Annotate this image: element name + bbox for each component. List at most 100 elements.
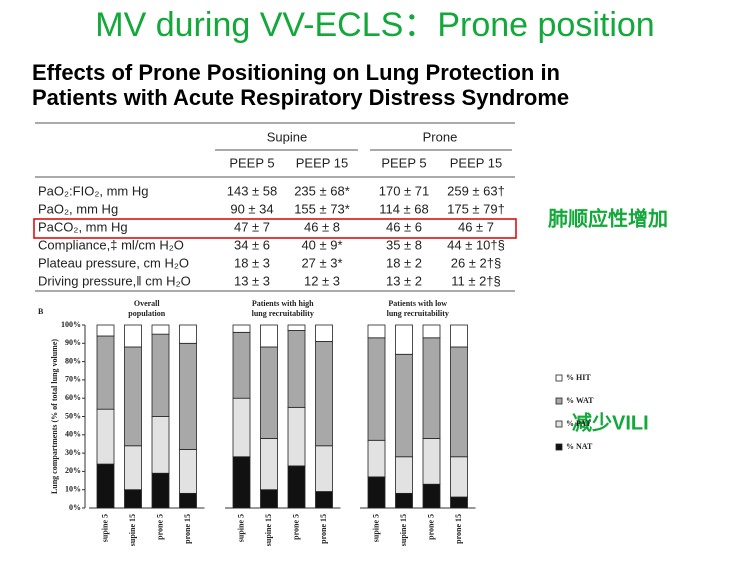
table-cell: 35 ± 8 (386, 237, 422, 252)
bar-segment (124, 324, 142, 348)
group-title: lung recruitability (252, 309, 314, 318)
table-cell: 27 ± 3* (301, 255, 342, 270)
group-title: Patients with high (252, 299, 314, 308)
table-column-header: PEEP 5 (381, 155, 426, 170)
table-cell: 235 ± 68* (294, 183, 350, 198)
bar-segment (422, 324, 441, 339)
y-tick-label: 70% (65, 375, 81, 384)
table-row-label: Compliance,‡ ml/cm H₂O (38, 237, 184, 252)
table-row-label: Plateau pressure, cm H₂O (38, 255, 189, 270)
table-row-label: Driving pressure,‖ cm H₂O (38, 273, 191, 288)
legend-swatch (555, 420, 563, 428)
table-column-header: PEEP 15 (450, 155, 503, 170)
bar-segment (232, 331, 251, 399)
bar-segment (395, 324, 413, 355)
table-cell: 12 ± 3 (304, 273, 340, 288)
bar-segment (287, 324, 306, 331)
y-tick-label: 10% (65, 485, 81, 494)
bar-segment (315, 445, 333, 492)
table-cell: 13 ± 2 (386, 273, 422, 288)
bar-segment (124, 489, 142, 509)
table-cell: 47 ± 7 (234, 219, 270, 234)
bar-segment (96, 335, 115, 410)
panel-label: B (38, 307, 44, 316)
y-tick-label: 30% (65, 448, 81, 457)
group-title: Overall (134, 299, 161, 308)
group-title: population (128, 309, 165, 318)
legend-swatch (555, 374, 563, 382)
bar-segment (96, 463, 115, 509)
table-row-label: PaO₂, mm Hg (38, 201, 118, 216)
bar-segment (315, 324, 333, 342)
legend-swatch (555, 443, 563, 451)
y-tick-label: 80% (65, 356, 81, 365)
bar-segment (450, 456, 468, 498)
legend-label: % HIT (566, 373, 591, 382)
x-tick-label: supine 5 (100, 514, 109, 542)
legend-label: % WAT (566, 396, 594, 405)
y-tick-label: 60% (65, 393, 81, 402)
table-cell: 90 ± 34 (230, 201, 273, 216)
y-axis-label: Lung compartments (% of total lung volum… (50, 339, 59, 494)
y-tick-label: 50% (65, 411, 81, 420)
y-tick-label: 90% (65, 338, 81, 347)
subtitle-line: Patients with Acute Respiratory Distress… (32, 85, 569, 110)
table-group-header: Prone (423, 129, 458, 144)
bar-segment (179, 492, 197, 509)
y-tick-label: 20% (65, 466, 81, 475)
bar-segment (395, 353, 413, 458)
bar-segment (315, 491, 333, 509)
table-cell: 175 ± 79† (447, 201, 505, 216)
bar-segment (422, 438, 441, 485)
note: 肺顺应性增加 (548, 206, 668, 230)
table-cell: 46 ± 7 (458, 219, 494, 234)
table-cell: 46 ± 6 (386, 219, 422, 234)
bar-segment (179, 342, 197, 450)
table-cell: 114 ± 68 (379, 201, 429, 216)
bar-segment (422, 337, 441, 439)
bar-segment (450, 346, 468, 458)
x-tick-label: prone 15 (454, 514, 463, 544)
bar-segment (395, 492, 413, 509)
bar-segment (179, 324, 197, 344)
group-title: lung recruitability (387, 309, 449, 318)
bar-segment (232, 456, 251, 509)
bar-segment (367, 337, 386, 441)
bar-segment (151, 416, 170, 474)
y-tick-label: 100% (61, 320, 81, 329)
table-cell: 18 ± 3 (234, 255, 270, 270)
y-tick-label: 0% (69, 503, 81, 512)
bar-segment (287, 330, 306, 408)
bar-segment (151, 333, 170, 417)
x-tick-label: supine 15 (128, 514, 137, 546)
bar-segment (287, 465, 306, 509)
bar-segment (287, 406, 306, 467)
table-column-header: PEEP 5 (229, 155, 274, 170)
table-cell: 13 ± 3 (234, 273, 270, 288)
bar-segment (151, 472, 170, 509)
bar-segment (367, 439, 386, 478)
note: 减少VILI (572, 410, 649, 434)
table-cell: 18 ± 2 (386, 255, 422, 270)
bar-segment (422, 483, 441, 509)
bar-segment (124, 346, 142, 447)
table-cell: 44 ± 10†§ (447, 237, 505, 252)
bar-segment (260, 346, 278, 439)
table-cell: 40 ± 9* (301, 237, 342, 252)
bar-segment (450, 496, 468, 509)
x-tick-label: supine 5 (236, 514, 245, 542)
table-cell: 46 ± 8 (304, 219, 340, 234)
table-cell: 34 ± 6 (234, 237, 270, 252)
y-tick-label: 40% (65, 430, 81, 439)
bar-segment (260, 324, 278, 348)
x-tick-label: supine 15 (399, 514, 408, 546)
x-tick-label: prone 15 (319, 514, 328, 544)
bar-segment (450, 324, 468, 348)
highlight-box (33, 218, 517, 239)
table-cell: 11 ± 2†§ (451, 273, 501, 288)
legend-swatch (555, 397, 563, 405)
bar-segment (395, 456, 413, 494)
group-title: Patients with low (388, 299, 447, 308)
bar-segment (260, 438, 278, 491)
